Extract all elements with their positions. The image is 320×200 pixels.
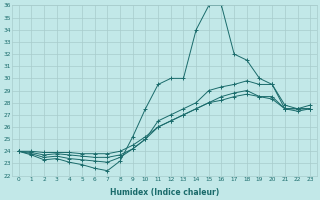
X-axis label: Humidex (Indice chaleur): Humidex (Indice chaleur) [110, 188, 219, 197]
